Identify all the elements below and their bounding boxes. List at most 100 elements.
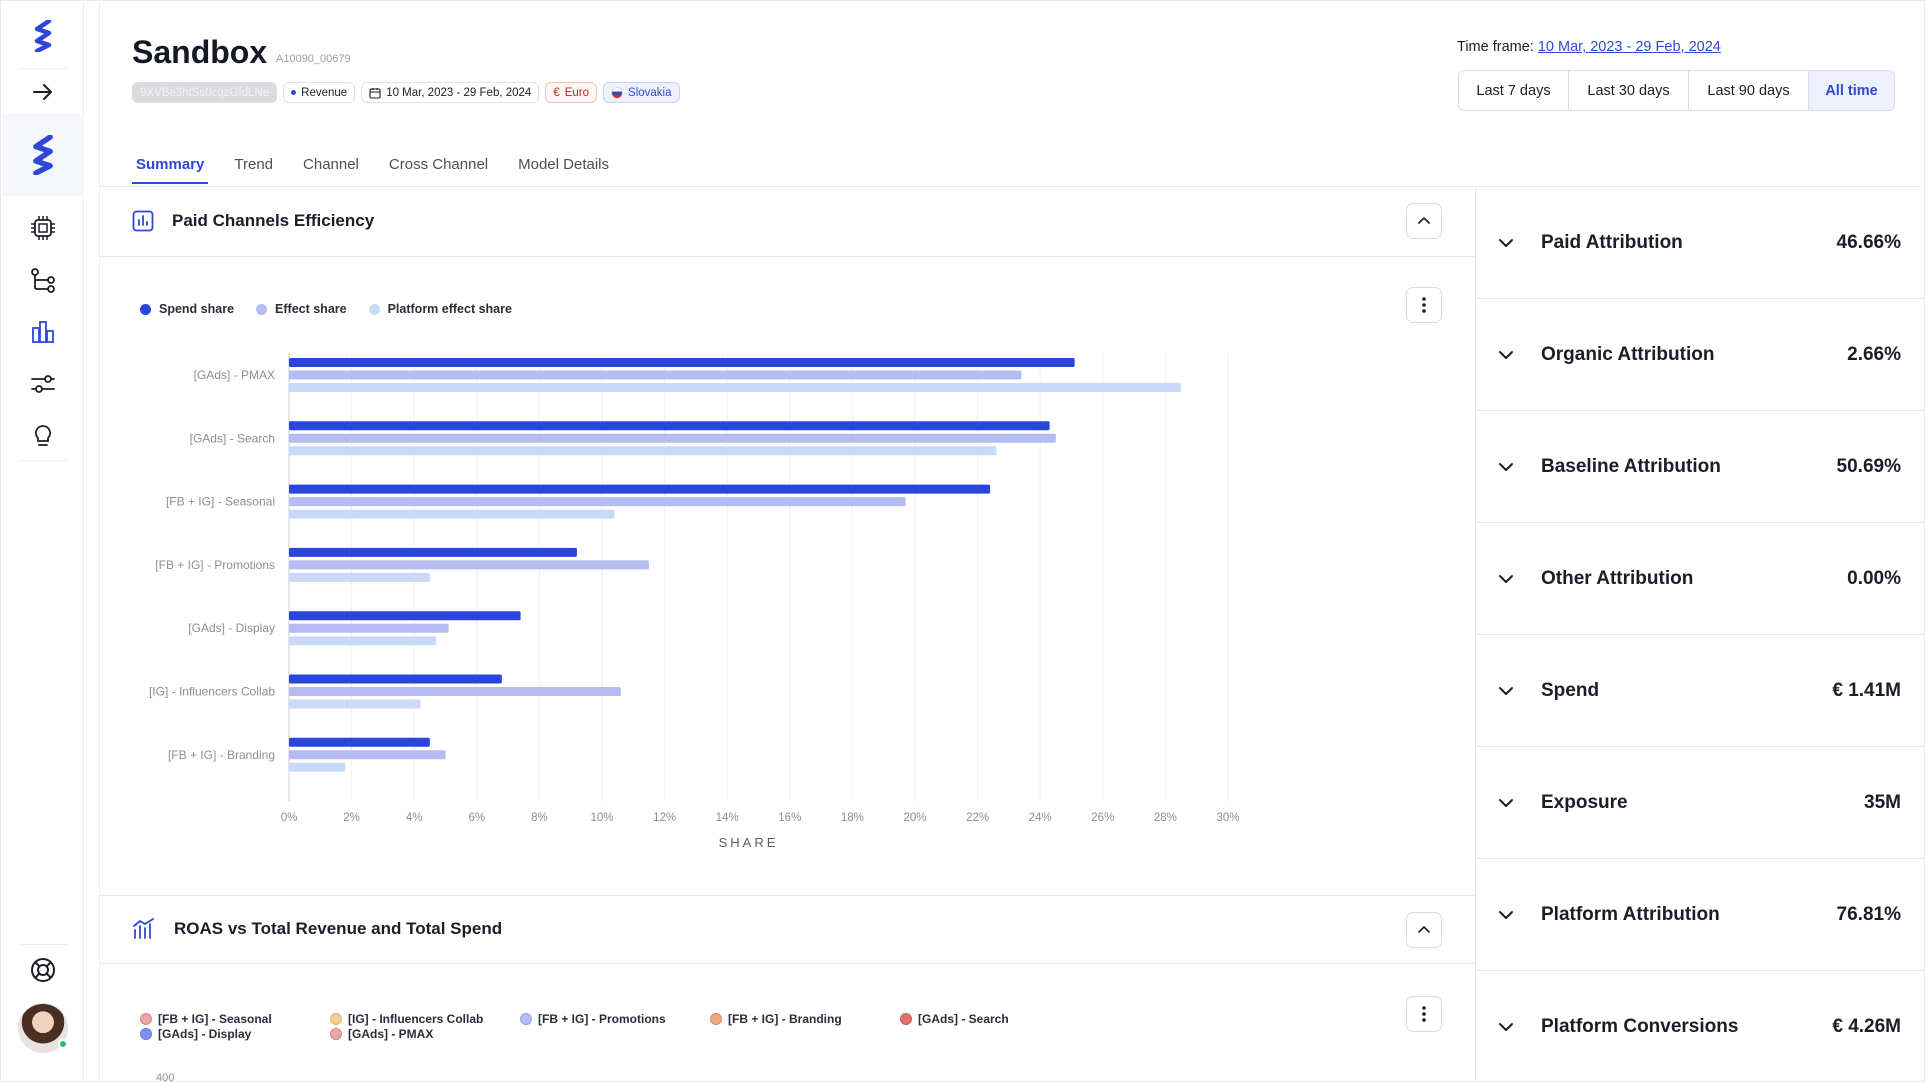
metric-value: 0.00% [1847, 567, 1901, 589]
online-status-dot [58, 1039, 68, 1049]
logo-icon [34, 20, 52, 52]
tab-trend[interactable]: Trend [234, 156, 274, 173]
x-tick-label: 22% [966, 812, 989, 824]
x-tick-label: 6% [468, 812, 485, 824]
chevron-down-icon [1499, 462, 1513, 471]
sidebar-item-models[interactable] [2, 208, 84, 248]
legend-swatch [330, 1013, 342, 1025]
timeframe-label-text: Time frame: [1457, 39, 1534, 55]
x-tick-label: 16% [778, 812, 801, 824]
legend-item[interactable]: [GAds] - Display [140, 1027, 251, 1041]
x-tick-label: 12% [653, 812, 676, 824]
tab-cross-channel[interactable]: Cross Channel [388, 156, 489, 173]
legend-item[interactable]: [FB + IG] - Branding [710, 1012, 842, 1026]
legend-item[interactable]: [FB + IG] - Promotions [520, 1012, 666, 1026]
roas-chart-menu-button[interactable] [1406, 996, 1442, 1032]
sidebar-item-flows[interactable] [2, 260, 84, 300]
legend-item-spend-share[interactable]: Spend share [140, 302, 234, 316]
bar-2 [289, 636, 437, 646]
all-time-button[interactable]: All time [1809, 71, 1894, 110]
workspace-logo[interactable] [2, 114, 84, 196]
revenue-chip-label: Revenue [301, 86, 348, 99]
date-range-chip[interactable]: 10 Mar, 2023 - 29 Feb, 2024 [361, 82, 540, 103]
legend-item[interactable]: [GAds] - Search [900, 1012, 1009, 1026]
metric-row-organic-attribution[interactable]: Organic Attribution 2.66% [1476, 299, 1925, 411]
sidebar-item-insights[interactable] [2, 416, 84, 456]
metric-row-paid-attribution[interactable]: Paid Attribution 46.66% [1476, 187, 1925, 299]
chart-box-icon [132, 210, 154, 232]
efficiency-chart-menu-button[interactable] [1406, 287, 1442, 323]
roas-panel-header: ROAS vs Total Revenue and Total Spend [132, 918, 502, 940]
last-90-days-button[interactable]: Last 90 days [1689, 71, 1809, 110]
metric-label: Exposure [1541, 791, 1628, 813]
avatar [18, 1003, 68, 1053]
legend-item[interactable]: [IG] - Influencers Collab [330, 1012, 483, 1026]
roas-panel-title: ROAS vs Total Revenue and Total Spend [174, 919, 503, 938]
bar-2 [289, 762, 346, 772]
x-tick-label: 28% [1154, 812, 1177, 824]
expand-sidebar-button[interactable] [2, 74, 84, 110]
collapse-roas-button[interactable] [1406, 912, 1442, 948]
legend-label: Effect share [275, 302, 347, 316]
slovakia-flag-icon [611, 86, 624, 99]
efficiency-legend: Spend share Effect share Platform effect… [140, 302, 512, 316]
metric-label: Spend [1541, 679, 1600, 701]
bar-1 [289, 750, 446, 760]
x-tick-label: 14% [716, 812, 739, 824]
hash-id-chip[interactable]: 9XVBe3htSs0cqzGfdLNe [132, 82, 278, 103]
chevron-down-icon [1499, 910, 1513, 919]
legend-label: [GAds] - Display [158, 1027, 252, 1041]
user-avatar-button[interactable] [2, 1000, 84, 1056]
legend-item[interactable]: [FB + IG] - Seasonal [140, 1012, 272, 1026]
metric-label: Paid Attribution [1541, 231, 1683, 253]
metric-value: € 4.26M [1832, 1016, 1901, 1037]
trend-chart-icon [133, 918, 154, 939]
efficiency-panel-title: Paid Channels Efficiency [172, 211, 375, 230]
category-label: [FB + IG] - Promotions [155, 558, 275, 572]
category-label: [FB + IG] - Branding [168, 748, 275, 762]
metric-row-platform-attribution[interactable]: Platform Attribution 76.81% [1476, 859, 1925, 971]
metric-value: 76.81% [1836, 903, 1901, 925]
timeframe-link[interactable]: 10 Mar, 2023 - 29 Feb, 2024 [1537, 39, 1721, 55]
x-tick-label: 4% [406, 812, 423, 824]
legend-label: [IG] - Influencers Collab [348, 1012, 484, 1026]
revenue-chip[interactable]: Revenue [283, 82, 356, 103]
sidebar-item-settings[interactable] [2, 364, 84, 404]
country-chip[interactable]: Slovakia [603, 82, 680, 103]
bar-0 [289, 421, 1050, 431]
collapse-efficiency-button[interactable] [1406, 203, 1442, 239]
tab-channel[interactable]: Channel [303, 156, 359, 173]
flow-icon [31, 268, 55, 293]
chip-icon [31, 216, 55, 240]
last-30-days-button[interactable]: Last 30 days [1569, 71, 1689, 110]
metric-row-exposure[interactable]: Exposure 35M [1476, 747, 1925, 859]
metric-row-other-attribution[interactable]: Other Attribution 0.00% [1476, 523, 1925, 635]
last-7-days-button[interactable]: Last 7 days [1459, 71, 1569, 110]
brand-logo[interactable] [2, 16, 84, 56]
bar-1 [289, 497, 906, 507]
chevron-up-icon [1418, 217, 1430, 224]
metric-label: Platform Attribution [1541, 903, 1720, 925]
support-button[interactable] [2, 950, 84, 990]
metric-row-baseline-attribution[interactable]: Baseline Attribution 50.69% [1476, 411, 1925, 523]
legend-swatch [520, 1013, 532, 1025]
chevron-down-icon [1499, 798, 1513, 807]
legend-item[interactable]: [GAds] - PMAX [330, 1027, 433, 1041]
legend-item-platform-effect-share[interactable]: Platform effect share [368, 302, 512, 316]
legend-label: [FB + IG] - Branding [728, 1012, 842, 1026]
metric-value: 50.69% [1836, 455, 1901, 477]
tab-summary[interactable]: Summary [132, 148, 209, 184]
more-vertical-icon [1422, 1006, 1426, 1022]
currency-chip[interactable]: € Euro [545, 82, 598, 103]
metric-row-spend[interactable]: Spend € 1.41M [1476, 635, 1925, 747]
metric-row-platform-conversions[interactable]: Platform Conversions € 4.26M [1476, 971, 1925, 1082]
legend-swatch [140, 303, 151, 315]
x-tick-label: 8% [531, 812, 548, 824]
sliders-icon [31, 375, 55, 393]
legend-item-effect-share[interactable]: Effect share [256, 302, 347, 316]
legend-swatch [140, 1028, 152, 1040]
sidebar-item-analytics[interactable] [2, 312, 84, 352]
bar-0 [289, 358, 1075, 367]
tab-model-details[interactable]: Model Details [518, 156, 609, 173]
arrow-right-icon [33, 84, 52, 100]
